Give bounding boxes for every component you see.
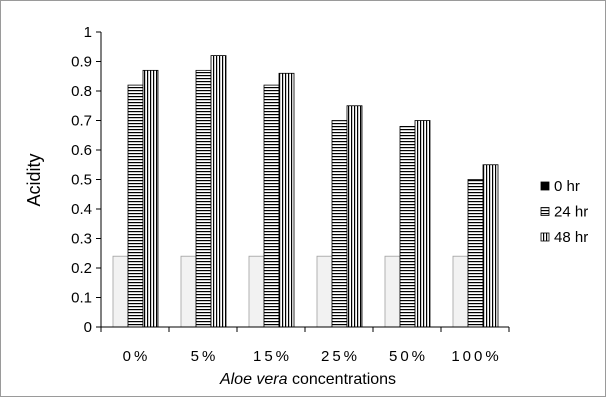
bar-48-hr-25pct: [346, 105, 363, 328]
axes: 0 0.1 0.2 0.3 0.4 0.5 0.6 0.7 0.8 0.9 1 0% 5% 15% 25% 5…: [71, 24, 510, 365]
legend: 0 hr 24 hr 48 hr: [540, 178, 588, 246]
y-tick-label: 0: [84, 319, 92, 336]
x-tick-label: 5%: [191, 348, 219, 365]
bar-24-hr-15pct: [263, 84, 280, 328]
legend-label-24-hr: 24 hr: [554, 204, 588, 221]
bar-48-hr-50pct: [414, 120, 431, 328]
legend-label-48-hr: 48 hr: [554, 229, 588, 246]
legend-swatch-24-hr: [540, 207, 550, 216]
legend-swatch-48-hr: [540, 232, 550, 242]
y-tick-label: 0.4: [71, 201, 92, 218]
bar-0-hr-100pct: [452, 255, 469, 328]
y-tick-label: 1: [84, 24, 92, 41]
bar-24-hr-0pct: [127, 84, 144, 328]
bar-0-hr-0pct: [112, 255, 129, 328]
x-tick-label: 25%: [321, 348, 360, 365]
bar-48-hr-100pct: [482, 164, 499, 328]
bar-48-hr-5pct: [210, 55, 227, 328]
x-axis-label-italic: Aloe vera: [219, 371, 288, 388]
y-tick-label: 0.8: [71, 83, 92, 100]
x-tick-label: 100%: [451, 348, 501, 365]
bar-0-hr-50pct: [384, 255, 401, 328]
x-tick-label: 50%: [389, 348, 428, 365]
bar-0-hr-5pct: [180, 255, 197, 328]
x-axis-label-rest: concentrations: [288, 371, 397, 388]
bar-24-hr-50pct: [399, 126, 416, 328]
y-tick-label: 0.2: [71, 260, 92, 277]
bar-48-hr-15pct: [278, 72, 295, 328]
y-tick-label: 0.7: [71, 113, 92, 130]
bar-24-hr-25pct: [331, 120, 348, 328]
bar-24-hr-100pct: [467, 179, 484, 328]
bar-0-hr-15pct: [248, 255, 265, 328]
y-axis-label: Acidity: [24, 153, 44, 206]
legend-swatch-0-hr: [540, 181, 550, 191]
y-tick-label: 0.1: [71, 290, 92, 307]
bars: [112, 55, 499, 328]
bar-24-hr-5pct: [195, 69, 212, 328]
x-tick-label: 15%: [253, 348, 292, 365]
y-tick-label: 0.5: [71, 172, 92, 189]
y-tick-label: 0.3: [71, 231, 92, 248]
x-tick-label: 0%: [123, 348, 151, 365]
legend-label-0-hr: 0 hr: [554, 178, 580, 195]
x-axis-label: Aloe vera concentrations: [219, 371, 396, 388]
bar-48-hr-0pct: [142, 69, 159, 328]
bar-0-hr-25pct: [316, 255, 333, 328]
y-tick-label: 0.6: [71, 142, 92, 159]
y-tick-label: 0.9: [71, 54, 92, 71]
